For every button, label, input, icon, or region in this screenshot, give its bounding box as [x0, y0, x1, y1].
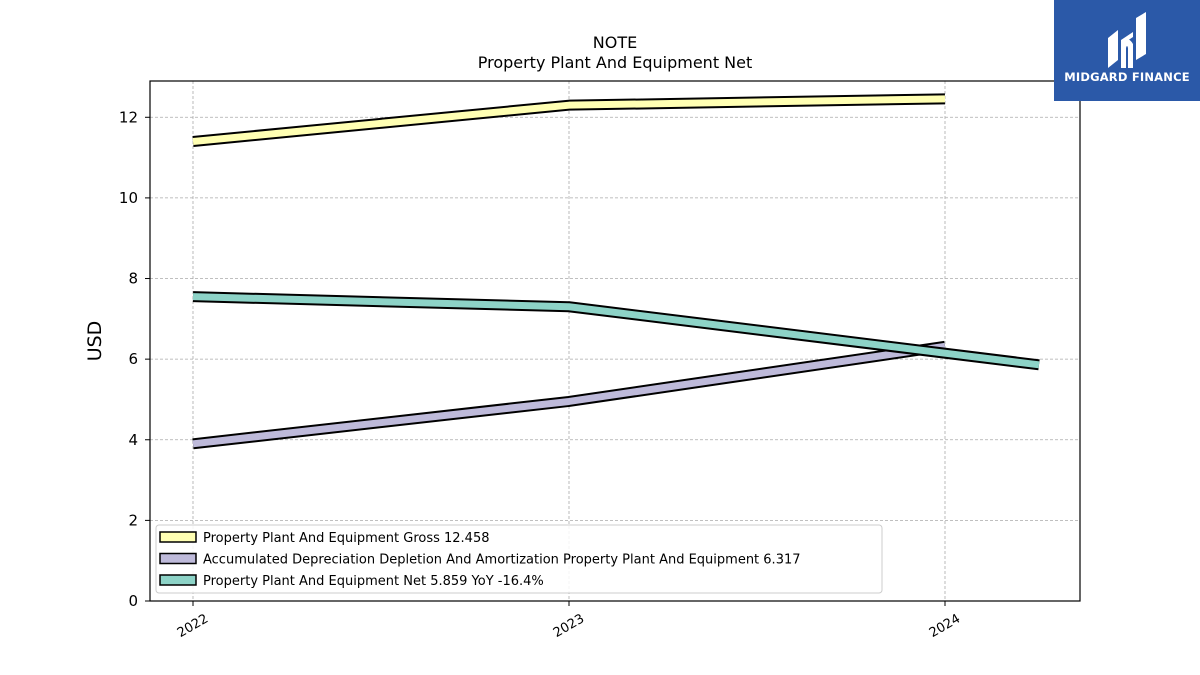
- legend-box: [155, 524, 883, 594]
- brand-name: MIDGARD FINANCE: [1064, 70, 1190, 84]
- series-line: [192, 291, 1040, 371]
- legend: Property Plant And Equipment Gross 12.45…: [155, 524, 883, 594]
- series-line-fill: [192, 95, 946, 145]
- legend-swatch: [159, 531, 197, 543]
- plot-frame: [149, 80, 1081, 602]
- series-line-fill: [192, 342, 946, 448]
- series-line-fill: [192, 293, 1040, 369]
- legend-label: Accumulated Depreciation Depletion And A…: [203, 553, 801, 568]
- y-axis-label: USD: [84, 321, 106, 362]
- y-axis: 0 2 4 6 8 10 12: [119, 108, 150, 610]
- x-tick-label: 2024: [927, 611, 963, 641]
- y-tick-label: 4: [128, 431, 138, 449]
- legend-label: Property Plant And Equipment Net 5.859 Y…: [203, 574, 544, 589]
- y-tick-label: 10: [119, 189, 138, 207]
- legend-label: Property Plant And Equipment Gross 12.45…: [203, 531, 490, 546]
- y-tick-label: 12: [119, 108, 138, 126]
- x-tick-label: 2022: [175, 611, 211, 641]
- chart-title-line-2: Property Plant And Equipment Net: [478, 53, 753, 72]
- legend-swatch: [159, 574, 197, 586]
- legend-swatch: [159, 552, 197, 565]
- chart-title-line-1: NOTE: [593, 33, 637, 52]
- y-tick-label: 8: [128, 270, 138, 288]
- y-tick-label: 0: [128, 592, 138, 610]
- x-tick-label: 2023: [551, 611, 587, 641]
- y-tick-label: 2: [128, 511, 138, 529]
- series-line: [192, 93, 946, 147]
- midgard-logo-icon: [1108, 12, 1146, 68]
- grid: [150, 81, 1080, 602]
- series-line: [192, 340, 946, 450]
- x-axis: 2022 2023 2024: [175, 601, 963, 641]
- series-layer: [192, 93, 1040, 450]
- series-line-outline: [192, 291, 1040, 371]
- y-tick-label: 6: [128, 350, 138, 368]
- brand-logo: MIDGARD FINANCE: [1054, 0, 1200, 101]
